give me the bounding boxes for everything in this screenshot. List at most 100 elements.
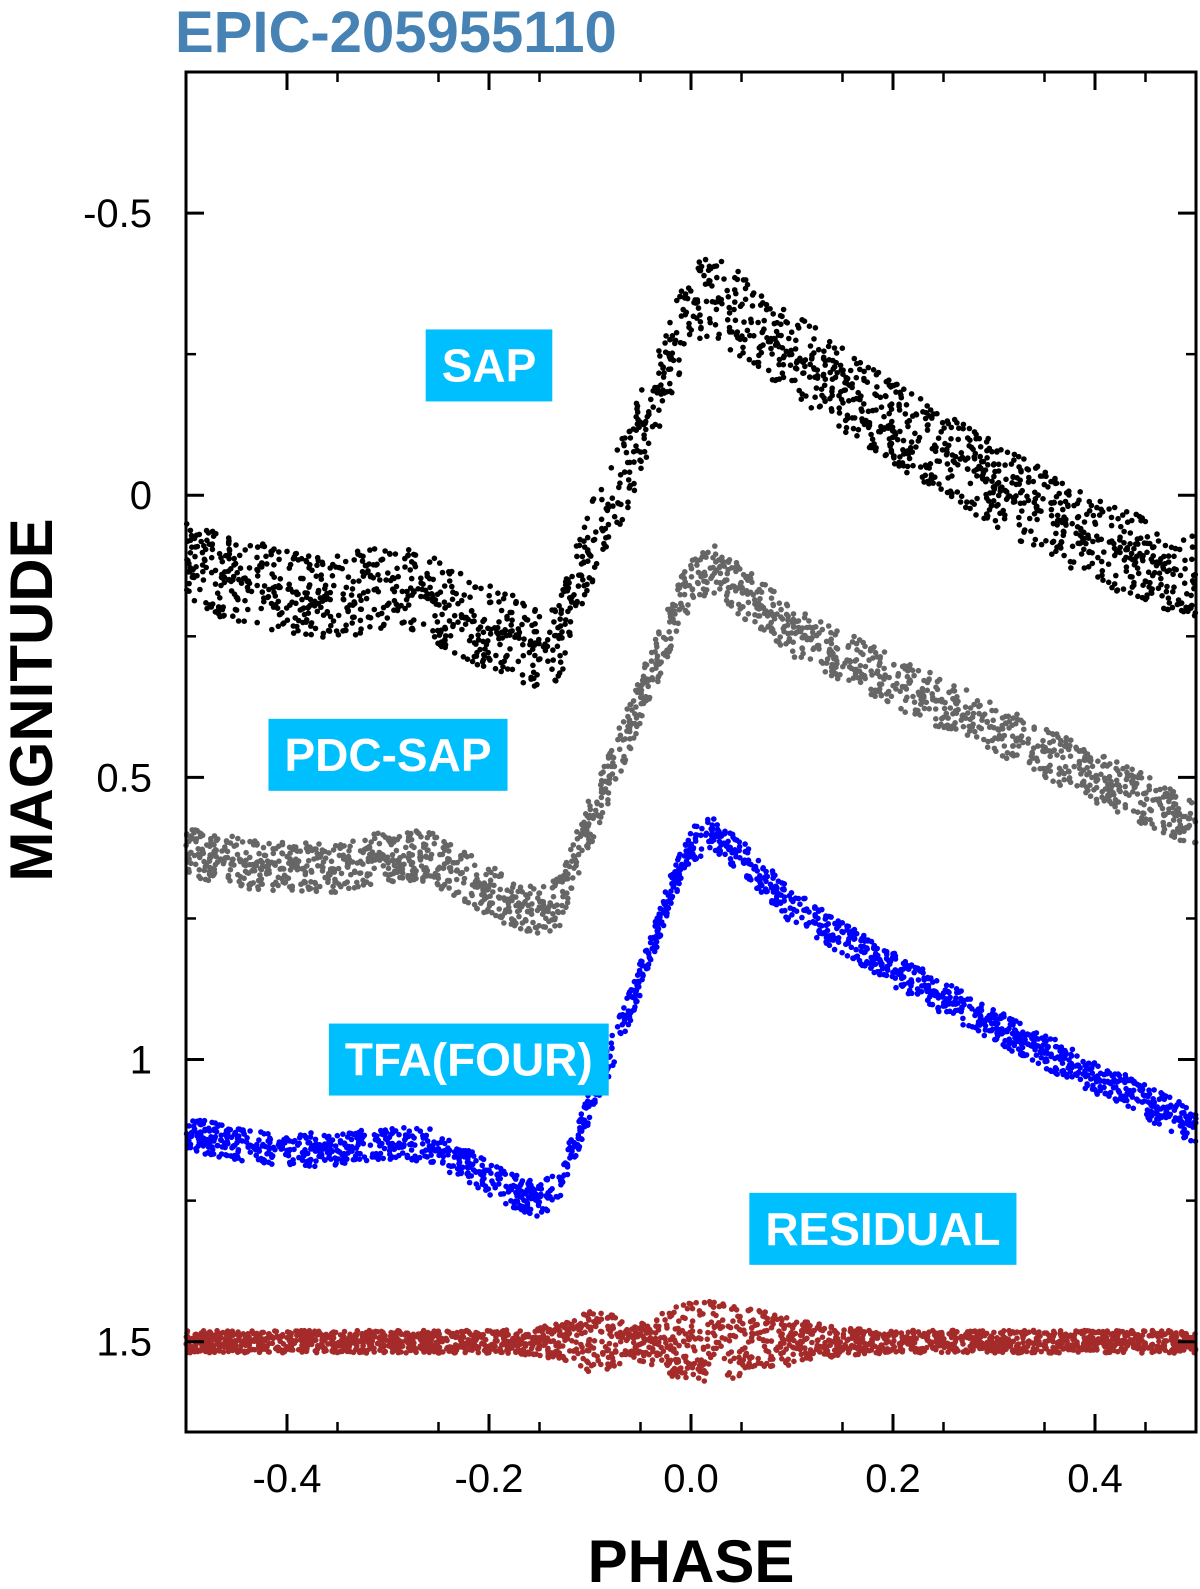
data-point [489, 900, 495, 906]
data-point [549, 1197, 555, 1203]
data-point [639, 387, 645, 393]
data-point [878, 681, 885, 687]
data-point [1058, 545, 1064, 551]
series-1 [183, 256, 1199, 689]
data-point [694, 579, 701, 586]
data-point [468, 633, 475, 640]
data-point [1006, 1045, 1012, 1052]
data-point [389, 852, 396, 858]
data-point [855, 675, 861, 681]
data-point [1149, 586, 1155, 592]
data-point [258, 876, 265, 882]
data-point [686, 582, 693, 589]
data-point [357, 630, 364, 636]
data-point [732, 299, 738, 305]
data-point [780, 361, 787, 368]
data-point [610, 760, 616, 766]
data-point [530, 662, 536, 669]
data-point [1143, 796, 1150, 802]
data-point [634, 403, 641, 409]
data-point [588, 553, 594, 559]
data-point [735, 610, 741, 617]
data-point [995, 461, 1002, 468]
data-point [589, 577, 596, 583]
data-point [1085, 532, 1091, 538]
data-point [958, 493, 965, 500]
data-point [1058, 748, 1065, 754]
data-point [504, 616, 510, 622]
data-point [1170, 794, 1177, 800]
data-point [256, 850, 262, 857]
data-point [407, 567, 414, 573]
data-point [877, 429, 884, 435]
data-point [699, 572, 706, 578]
data-point [209, 546, 216, 553]
data-point [605, 797, 611, 803]
data-point [735, 268, 741, 275]
data-point [385, 865, 392, 872]
data-point [226, 547, 233, 554]
data-point [985, 462, 991, 468]
data-point [815, 346, 822, 353]
data-point [1177, 572, 1184, 579]
data-point [1058, 768, 1065, 774]
data-point [598, 802, 605, 809]
data-point [289, 599, 295, 605]
data-point [749, 292, 756, 298]
data-point [663, 636, 669, 642]
data-point [825, 343, 832, 350]
data-point [208, 554, 215, 561]
data-point [696, 259, 703, 265]
data-point [490, 889, 496, 895]
data-point [575, 583, 582, 589]
data-point [650, 404, 656, 410]
data-point [231, 555, 237, 562]
data-point [600, 789, 607, 796]
data-point [350, 578, 357, 585]
data-point [447, 633, 454, 639]
data-point [831, 345, 838, 351]
data-point [718, 296, 725, 303]
data-point [1048, 500, 1055, 507]
data-point [617, 1012, 623, 1019]
data-point [275, 598, 282, 605]
data-point [269, 571, 275, 577]
data-point [527, 641, 533, 648]
data-point [1123, 546, 1129, 553]
data-point [480, 638, 486, 645]
data-point [369, 849, 376, 855]
data-point [1016, 481, 1022, 487]
data-point [454, 867, 460, 874]
data-point [833, 654, 839, 661]
data-point [267, 1136, 274, 1143]
data-point [520, 652, 527, 659]
data-point [1099, 572, 1105, 579]
data-point [643, 454, 650, 461]
data-point [755, 319, 761, 326]
data-point [362, 837, 368, 844]
data-point [875, 369, 882, 376]
data-point [605, 534, 612, 540]
data-point [1055, 734, 1061, 740]
data-point [1154, 559, 1160, 565]
data-point [1069, 520, 1075, 527]
data-point [497, 1175, 504, 1182]
data-point [648, 396, 654, 403]
data-point [532, 606, 538, 613]
data-point [995, 501, 1001, 508]
data-point [667, 356, 674, 362]
data-point [1129, 766, 1135, 773]
data-point [655, 674, 661, 681]
data-point [1097, 498, 1104, 505]
data-point [698, 325, 704, 332]
data-point [1095, 554, 1101, 561]
data-point [619, 435, 625, 442]
data-point [259, 543, 265, 549]
data-point [749, 303, 756, 309]
data-point [598, 781, 604, 788]
data-point [947, 467, 954, 473]
data-point [332, 876, 338, 883]
data-point [641, 435, 647, 442]
data-point [740, 344, 746, 351]
data-point [769, 377, 776, 383]
